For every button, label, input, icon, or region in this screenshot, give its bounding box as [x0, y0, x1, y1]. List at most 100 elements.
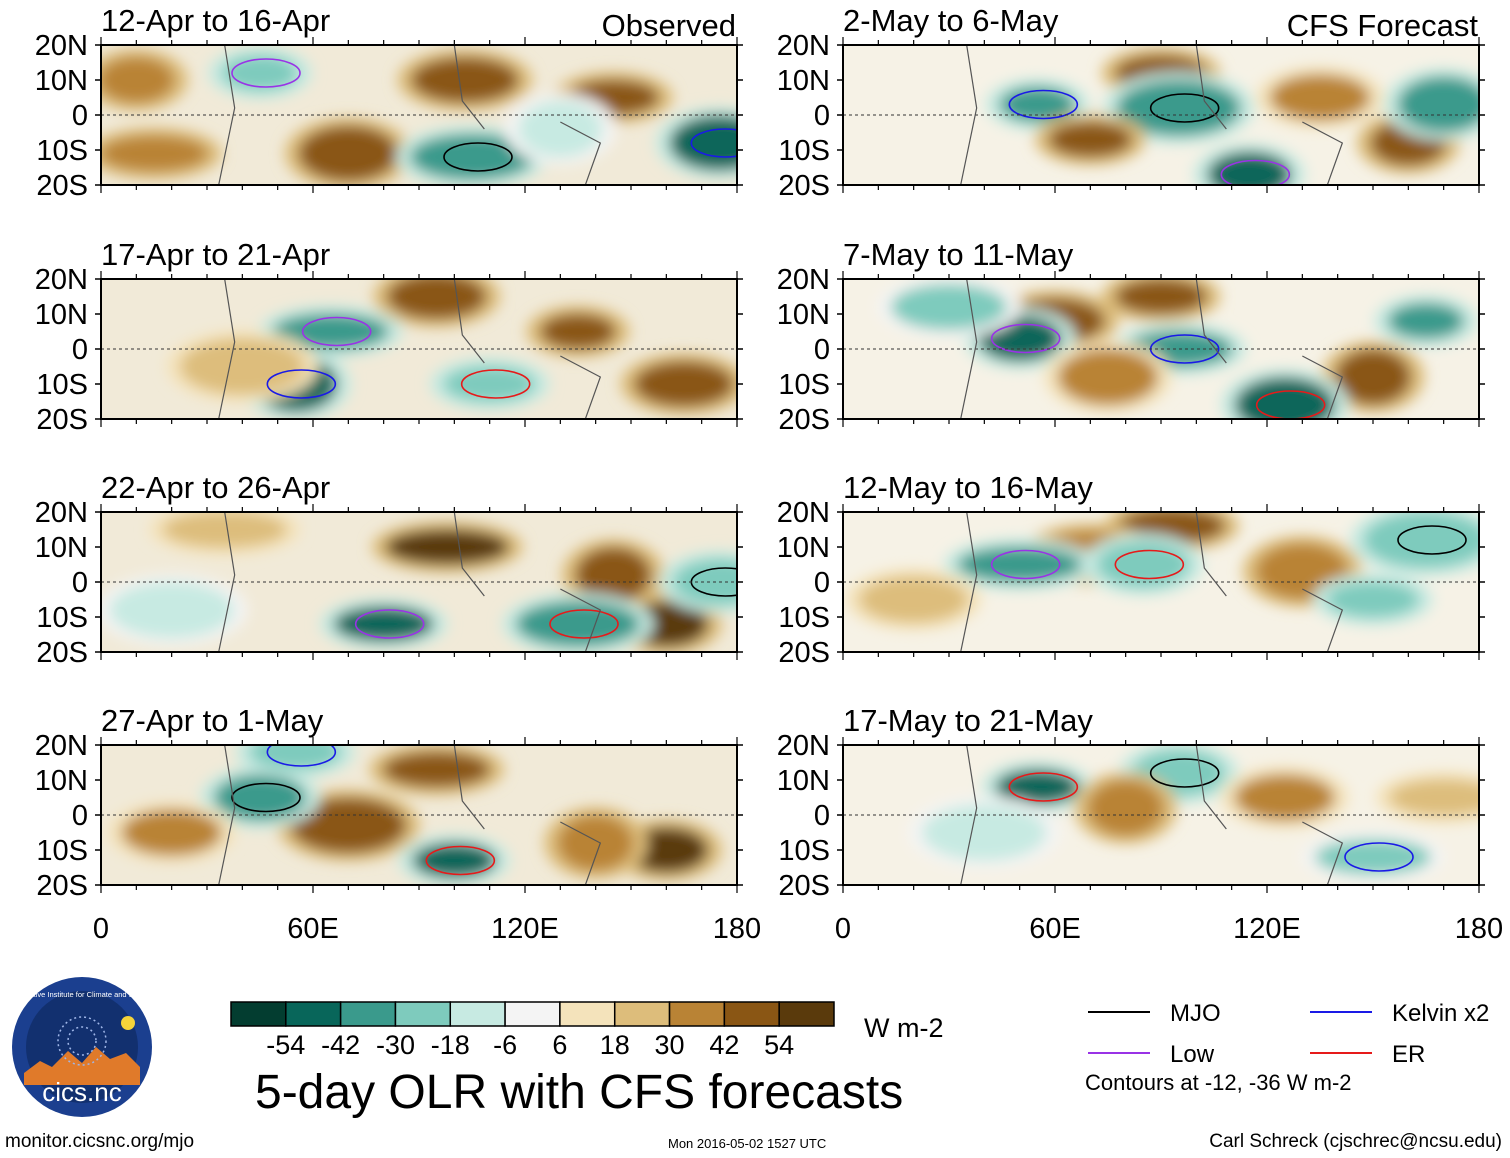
colorbar-tick-label: 42 — [709, 1030, 739, 1060]
olr-anomaly-blob — [410, 134, 534, 180]
olr-anomaly-blob — [1058, 349, 1158, 405]
olr-anomaly-blob — [1397, 76, 1479, 133]
olr-anomaly-blob — [385, 529, 510, 565]
olr-anomaly-blob — [101, 135, 208, 172]
wave-contour — [1008, 772, 1079, 802]
panel-title: 2-May to 6-May — [843, 3, 1059, 38]
colorbar: -54 -42 -30 -18 -6 6 18 30 42 54 — [230, 1001, 835, 1060]
lon-tick-label: 120E — [491, 913, 559, 945]
legend-label-low: Low — [1170, 1041, 1215, 1068]
olr-anomaly-blob — [180, 338, 305, 395]
olr-anomaly-blob — [1048, 121, 1133, 158]
olr-anomaly-blob — [540, 313, 616, 350]
lon-tick-label: 0 — [835, 913, 851, 945]
wave-contour — [266, 745, 337, 767]
lat-tick-label: 20N — [777, 30, 830, 62]
olr-anomaly-blob — [1335, 349, 1411, 405]
lat-tick-label: 20S — [778, 170, 830, 202]
olr-anomaly-blob — [1388, 303, 1464, 339]
chart-title: 5-day OLR with CFS forecasts — [255, 1066, 904, 1119]
lat-tick-label: 20N — [35, 497, 88, 529]
coastline — [960, 45, 1344, 185]
olr-anomaly-blob — [1327, 581, 1419, 618]
coastline — [218, 279, 602, 419]
coastline — [960, 745, 1344, 885]
olr-anomaly-blob — [1087, 780, 1164, 836]
legend-label-kelvin: Kelvin x2 — [1392, 1000, 1489, 1027]
wave-contour — [443, 142, 513, 172]
olr-anomaly-blob — [1315, 839, 1431, 875]
olr-anomaly-blob — [1116, 80, 1241, 136]
lat-tick-label: 10N — [777, 532, 830, 564]
lat-tick-label: 10S — [36, 835, 88, 867]
colorbar-swatch — [285, 1001, 342, 1027]
panel-title: 17-May to 21-May — [843, 703, 1093, 738]
colorbar-swatch — [613, 1001, 671, 1027]
lat-tick-label: 10N — [35, 765, 88, 797]
colorbar-tick-label: -54 — [266, 1030, 305, 1060]
lat-tick-label: 10N — [777, 765, 830, 797]
lon-tick-label: 0 — [93, 913, 109, 945]
colorbar-swatch — [778, 1001, 835, 1027]
olr-anomaly-blob — [1364, 512, 1479, 568]
lat-tick-label: 0 — [814, 100, 830, 132]
wave-contour — [231, 58, 301, 88]
wave-contour — [1008, 89, 1079, 120]
coastline — [218, 512, 602, 652]
olr-anomaly-blob — [382, 751, 491, 788]
olr-anomaly-blob — [1207, 151, 1292, 185]
lat-tick-label: 20S — [36, 404, 88, 436]
wave-contour — [549, 609, 619, 639]
olr-anomaly-blob — [669, 115, 737, 171]
olr-anomaly-blob — [443, 366, 536, 402]
lat-tick-label: 10N — [777, 299, 830, 331]
contour-legend: MJO Kelvin x2 Low ER — [1088, 1000, 1489, 1068]
lat-tick-label: 20N — [777, 497, 830, 529]
lat-tick-label: 20N — [35, 30, 88, 62]
olr-anomaly-blob — [518, 101, 603, 157]
lon-tick-label: 60E — [287, 913, 339, 945]
lat-tick-label: 10N — [35, 532, 88, 564]
olr-anomaly-blob — [557, 815, 634, 871]
lat-tick-label: 0 — [814, 567, 830, 599]
lat-tick-label: 20N — [777, 264, 830, 296]
colorbar-swatch — [668, 1001, 726, 1027]
olr-anomaly-blob — [516, 601, 640, 647]
lat-tick-label: 20S — [36, 870, 88, 902]
lat-tick-label: 20N — [35, 264, 88, 296]
olr-anomaly-blob — [386, 279, 487, 320]
lat-tick-label: 10S — [36, 602, 88, 634]
wave-contour — [231, 782, 301, 813]
olr-anomaly-blob — [859, 576, 968, 623]
footer-credit: Carl Schreck (cjschrec@ncsu.edu) — [1209, 1131, 1502, 1152]
olr-anomaly-blob — [1270, 74, 1370, 121]
olr-anomaly-blob — [272, 313, 389, 350]
olr-anomaly-blob — [1115, 279, 1207, 315]
olr-anomaly-blob — [1234, 774, 1335, 821]
wave-contour — [266, 369, 337, 399]
footer-url[interactable]: monitor.cicsnc.org/mjo — [5, 1131, 195, 1152]
forecast-header: CFS Forecast — [1287, 8, 1479, 43]
cics-logo: cics.nc Cooperative Institute for Climat… — [10, 977, 155, 1117]
lon-tick-label: 180 — [1455, 913, 1503, 945]
olr-anomaly-blob — [298, 125, 399, 182]
panel-title: 17-Apr to 21-Apr — [101, 237, 330, 272]
lat-tick-label: 10N — [35, 299, 88, 331]
olr-anomaly-blob — [410, 57, 519, 103]
wave-contour — [990, 323, 1061, 354]
coastline — [960, 512, 1344, 652]
coastline — [960, 279, 1344, 419]
olr-anomaly-blob — [249, 745, 342, 770]
colorbar-tick-label: 30 — [655, 1030, 685, 1060]
colorbar-tick-label: 6 — [552, 1030, 567, 1060]
lat-tick-label: 20S — [778, 870, 830, 902]
wave-contour — [425, 845, 496, 876]
olr-anomaly-blob — [121, 809, 222, 856]
olr-anomaly-blob — [222, 55, 298, 91]
wave-contour — [301, 316, 372, 347]
olr-anomaly-blob — [922, 804, 1047, 861]
